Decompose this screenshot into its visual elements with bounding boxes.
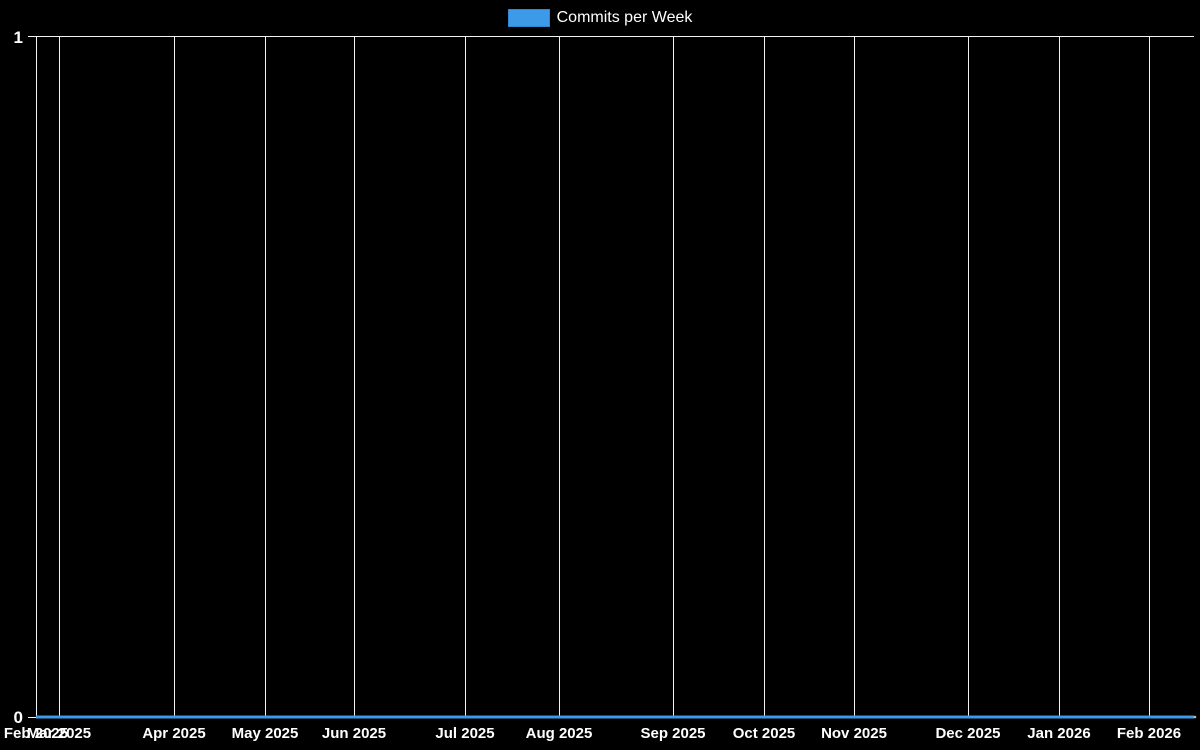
- svg-text:Sep 2025: Sep 2025: [640, 725, 705, 742]
- svg-text:Mar 2025: Mar 2025: [27, 725, 91, 742]
- svg-text:May 2025: May 2025: [232, 725, 299, 742]
- svg-text:Oct 2025: Oct 2025: [733, 725, 796, 742]
- svg-text:Feb 2026: Feb 2026: [1117, 725, 1181, 742]
- svg-text:Apr 2025: Apr 2025: [142, 725, 205, 742]
- svg-text:Dec 2025: Dec 2025: [935, 725, 1000, 742]
- svg-text:Jul 2025: Jul 2025: [435, 725, 494, 742]
- svg-text:Jun 2025: Jun 2025: [322, 725, 386, 742]
- svg-text:Nov 2025: Nov 2025: [821, 725, 887, 742]
- svg-text:Aug 2025: Aug 2025: [526, 725, 593, 742]
- svg-text:1: 1: [14, 28, 23, 47]
- svg-text:Jan 2026: Jan 2026: [1027, 725, 1090, 742]
